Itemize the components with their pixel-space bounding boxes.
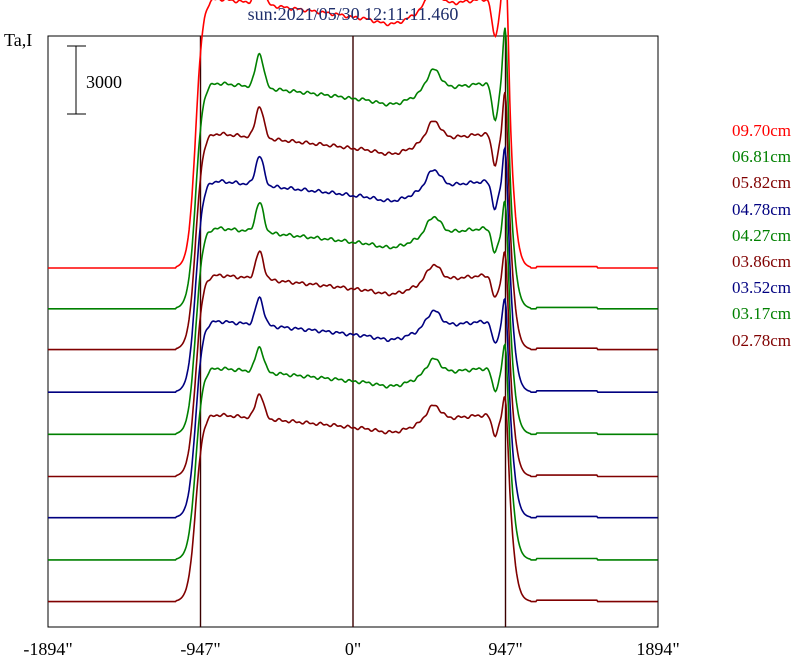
x-tick-label: -947": [180, 639, 220, 659]
legend-entry: 04.27cm: [732, 225, 792, 245]
legend-entry: 02.78cm: [732, 330, 792, 350]
x-tick-label: 1894": [636, 639, 679, 659]
y-axis-label: Ta,I: [4, 30, 33, 50]
legend-entry: 03.86cm: [732, 251, 792, 271]
series-line: [48, 295, 658, 519]
series-line: [48, 199, 658, 436]
series-line: [48, 0, 658, 269]
reference-lines: [199, 36, 507, 627]
series-line: [48, 250, 658, 478]
legend: 09.70cm 06.81cm 05.82cm 04.78cm 04.27cm 03.86…: [732, 118, 791, 354]
legend-entry: 06.81cm: [732, 147, 792, 167]
series-line: [48, 144, 658, 393]
x-tick-label: -1894": [23, 639, 72, 659]
x-tick-label: 0": [345, 639, 361, 659]
x-tick-label: 947": [488, 639, 522, 659]
legend-entry: 03.17cm: [732, 304, 792, 324]
series-line: [48, 393, 658, 603]
x-tick-labels: -1894" -947" 0" 947" 1894": [23, 639, 679, 659]
scale-bar-label: 3000: [86, 72, 122, 92]
legend-entry: 09.70cm: [732, 121, 792, 140]
legend-entry: 05.82cm: [732, 173, 792, 193]
series-line: [48, 91, 658, 351]
series-line: [48, 27, 658, 310]
legend-entry: 04.78cm: [732, 199, 792, 219]
series-line: [48, 342, 658, 561]
scale-bar: 3000: [67, 45, 122, 115]
chart-title: sun:2021/05/30 12:11:11.460: [247, 4, 459, 24]
legend-entry: 03.52cm: [732, 278, 792, 298]
series-group: [48, 0, 658, 603]
